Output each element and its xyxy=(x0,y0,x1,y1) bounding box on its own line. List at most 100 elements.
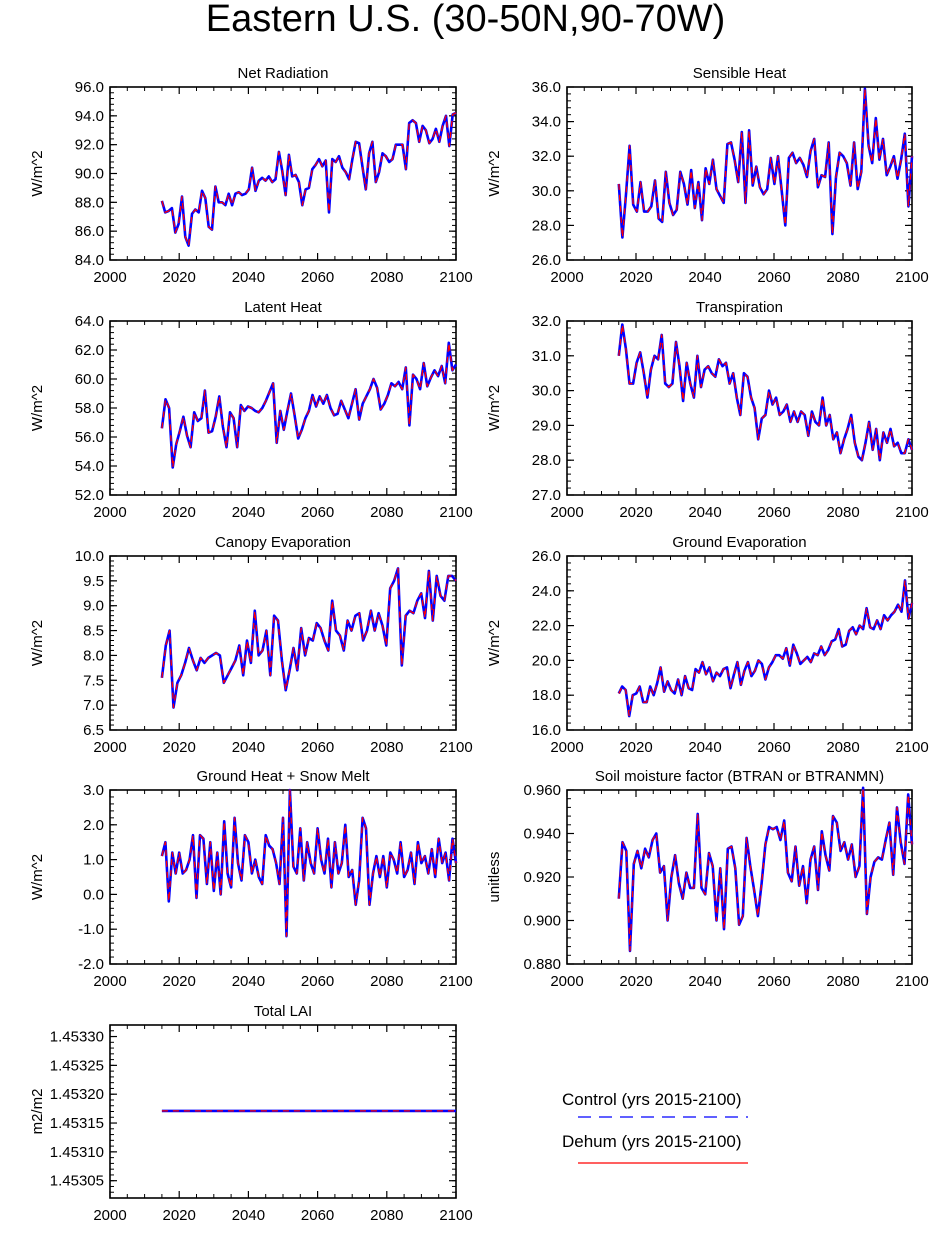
x-tick-label: 2020 xyxy=(619,504,652,521)
chart-panel-6: Ground Evaporation W/m^2 2000 2020 2040 2060 2… xyxy=(486,534,929,756)
series-line-control xyxy=(617,579,914,718)
panel-title: Ground Heat + Snow Melt xyxy=(196,768,370,785)
y-tick-label: -2.0 xyxy=(78,956,104,973)
plot-frame xyxy=(566,555,913,731)
plot-frame xyxy=(566,789,913,965)
y-tick-label: 7.5 xyxy=(83,672,104,689)
panel-title: Soil moisture factor (BTRAN or BTRANMN) xyxy=(595,768,884,785)
y-tick-label: 10.0 xyxy=(75,548,104,565)
chart-panel-8: Soil moisture factor (BTRAN or BTRANMN) u… xyxy=(486,768,929,990)
y-tick-label: 27.0 xyxy=(532,487,561,504)
y-tick-label: 28.0 xyxy=(532,217,561,234)
panel-title: Transpiration xyxy=(696,299,783,316)
y-tick-label: 88.0 xyxy=(75,194,104,211)
legend-control-line xyxy=(578,1116,748,1118)
x-tick-label: 2080 xyxy=(370,269,403,286)
y-tick-label: 31.0 xyxy=(532,348,561,365)
x-tick-label: 2100 xyxy=(895,973,928,990)
y-axis-label: W/m^2 xyxy=(486,620,503,666)
y-tick-label: 84.0 xyxy=(75,252,104,269)
x-tick-label: 2080 xyxy=(370,973,403,990)
x-tick-label: 2040 xyxy=(232,973,265,990)
y-tick-label: 1.45315 xyxy=(50,1115,104,1132)
y-tick-label: 20.0 xyxy=(532,652,561,669)
y-tick-label: 1.0 xyxy=(83,852,104,869)
x-tick-label: 2040 xyxy=(688,973,721,990)
x-tick-label: 2100 xyxy=(895,269,928,286)
x-tick-label: 2080 xyxy=(826,504,859,521)
plot-frame xyxy=(109,320,457,496)
x-tick-label: 2020 xyxy=(163,269,196,286)
y-tick-label: 34.0 xyxy=(532,114,561,131)
panel-title: Latent Heat xyxy=(244,299,322,316)
x-tick-label: 2080 xyxy=(826,739,859,756)
y-tick-label: 86.0 xyxy=(75,223,104,240)
y-tick-label: 30.0 xyxy=(532,183,561,200)
chart-panel-1: Net Radiation W/m^2 2000 2020 2040 2060 2080 21… xyxy=(29,65,473,286)
x-tick-label: 2100 xyxy=(439,504,472,521)
x-tick-label: 2060 xyxy=(757,504,790,521)
y-tick-label: 18.0 xyxy=(532,687,561,704)
x-tick-label: 2100 xyxy=(439,1207,472,1224)
x-tick-label: 2080 xyxy=(826,269,859,286)
x-tick-label: 2080 xyxy=(370,1207,403,1224)
chart-panel-7: Ground Heat + Snow Melt W/m^2 2000 2020 2040… xyxy=(29,768,473,990)
x-tick-label: 2100 xyxy=(439,269,472,286)
panel-title: Net Radiation xyxy=(238,65,329,82)
x-tick-label: 2060 xyxy=(301,1207,334,1224)
y-tick-label: 0.920 xyxy=(523,869,561,886)
y-tick-label: 8.0 xyxy=(83,647,104,664)
y-tick-label: 2.0 xyxy=(83,817,104,834)
series-line-control xyxy=(617,786,914,953)
series-line-dehum xyxy=(618,88,913,239)
y-tick-label: 28.0 xyxy=(532,452,561,469)
y-axis-label: W/m^2 xyxy=(29,854,46,900)
y-tick-label: 58.0 xyxy=(75,400,104,417)
y-tick-label: 8.5 xyxy=(83,623,104,640)
x-tick-label: 2000 xyxy=(93,739,126,756)
x-tick-label: 2000 xyxy=(93,504,126,521)
y-tick-label: 1.45305 xyxy=(50,1173,104,1190)
series-line-dehum xyxy=(618,787,913,952)
x-tick-label: 2040 xyxy=(232,739,265,756)
y-tick-label: 9.0 xyxy=(83,598,104,615)
x-tick-label: 2040 xyxy=(688,504,721,521)
panel-title: Total LAI xyxy=(254,1003,312,1020)
x-tick-label: 2020 xyxy=(163,504,196,521)
y-axis-label: W/m^2 xyxy=(29,150,46,196)
x-tick-label: 2020 xyxy=(163,1207,196,1224)
series-line-control xyxy=(160,111,457,247)
x-tick-label: 2000 xyxy=(93,973,126,990)
y-tick-label: 96.0 xyxy=(75,79,104,96)
x-tick-label: 2080 xyxy=(370,739,403,756)
panel-title: Ground Evaporation xyxy=(672,534,806,551)
x-tick-label: 2020 xyxy=(619,269,652,286)
series-line-control xyxy=(160,567,458,709)
y-axis-label: W/m^2 xyxy=(29,385,46,431)
y-tick-label: 1.45325 xyxy=(50,1057,104,1074)
y-tick-label: 24.0 xyxy=(532,583,561,600)
y-tick-label: 3.0 xyxy=(83,782,104,799)
x-tick-label: 2020 xyxy=(619,739,652,756)
x-tick-label: 2000 xyxy=(550,269,583,286)
series-line-dehum xyxy=(618,323,913,461)
x-tick-label: 2020 xyxy=(619,973,652,990)
y-tick-label: 1.45320 xyxy=(50,1086,104,1103)
y-tick-label: 0.0 xyxy=(83,886,104,903)
y-axis-label: W/m^2 xyxy=(29,620,46,666)
x-tick-label: 2000 xyxy=(550,739,583,756)
chart-panel-9: Total LAI m2/m2 2000 2020 2040 2060 2080 2100 1.… xyxy=(29,1003,473,1224)
y-tick-label: 9.5 xyxy=(83,573,104,590)
y-tick-label: 0.940 xyxy=(523,826,561,843)
y-tick-label: 92.0 xyxy=(75,137,104,154)
y-tick-label: 36.0 xyxy=(532,79,561,96)
y-axis-label: W/m^2 xyxy=(486,385,503,431)
y-tick-label: 0.960 xyxy=(523,782,561,799)
x-tick-label: 2000 xyxy=(550,504,583,521)
x-tick-label: 2100 xyxy=(439,973,472,990)
y-tick-label: 1.45310 xyxy=(50,1144,104,1161)
chart-panel-5: Canopy Evaporation W/m^2 2000 2020 2040 2060 2… xyxy=(29,534,473,756)
x-tick-label: 2020 xyxy=(163,973,196,990)
x-tick-label: 2100 xyxy=(895,504,928,521)
